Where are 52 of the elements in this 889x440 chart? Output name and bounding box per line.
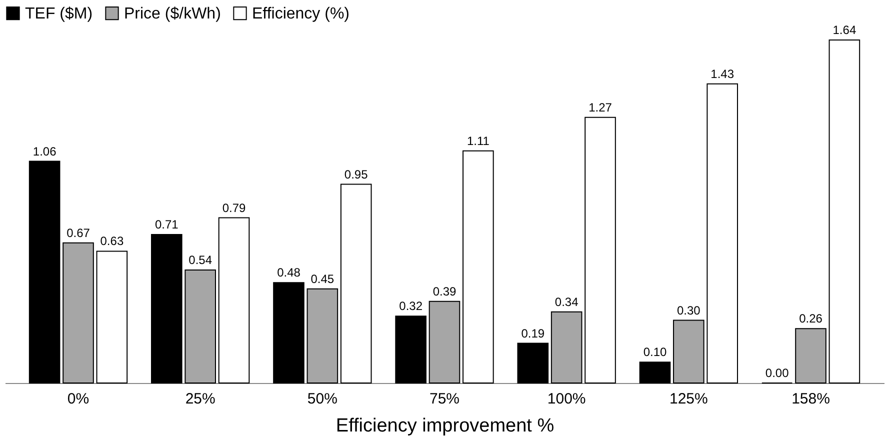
data-label: 0.48 bbox=[277, 266, 301, 280]
data-label: 1.27 bbox=[588, 100, 612, 114]
data-label: 0.19 bbox=[521, 326, 545, 340]
bar bbox=[218, 217, 250, 384]
bar bbox=[795, 328, 826, 384]
bar bbox=[517, 342, 549, 384]
data-label: 0.63 bbox=[100, 234, 124, 248]
x-tick-label: 158% bbox=[792, 390, 830, 408]
data-label: 1.64 bbox=[832, 23, 856, 37]
data-label: 0.34 bbox=[554, 294, 579, 309]
bar bbox=[462, 150, 494, 384]
x-tick-label: 100% bbox=[547, 390, 586, 408]
bar bbox=[584, 116, 616, 384]
x-tick-label: 75% bbox=[429, 390, 460, 408]
data-label: 0.00 bbox=[765, 366, 790, 380]
data-label: 1.43 bbox=[710, 66, 734, 81]
bar bbox=[28, 160, 60, 384]
bar bbox=[395, 316, 426, 384]
bar bbox=[96, 250, 128, 384]
bar bbox=[151, 234, 182, 384]
bar bbox=[828, 40, 860, 384]
bar bbox=[273, 282, 304, 384]
x-tick-label: 0% bbox=[67, 390, 90, 408]
bar bbox=[639, 362, 671, 384]
data-label: 0.10 bbox=[643, 345, 667, 360]
bar bbox=[340, 184, 372, 384]
data-label: 1.11 bbox=[466, 134, 490, 148]
data-label: 0.95 bbox=[344, 167, 368, 182]
x-tick-label: 50% bbox=[307, 390, 338, 408]
bar bbox=[62, 242, 94, 384]
data-label: 1.06 bbox=[32, 144, 57, 158]
data-label: 0.71 bbox=[154, 218, 179, 232]
bar bbox=[550, 311, 582, 384]
x-tick-label: 125% bbox=[669, 390, 708, 408]
bar bbox=[306, 288, 338, 384]
data-label: 0.79 bbox=[222, 200, 246, 215]
legend-label: Efficiency (%) bbox=[252, 5, 350, 22]
data-label: 0.30 bbox=[676, 303, 701, 318]
bar bbox=[184, 270, 216, 384]
bar bbox=[706, 83, 738, 384]
data-label: 0.67 bbox=[66, 226, 90, 240]
x-tick-label: 25% bbox=[185, 390, 216, 408]
legend-label: TEF ($M) bbox=[25, 5, 93, 22]
data-label: 0.39 bbox=[432, 284, 456, 298]
data-label: 0.54 bbox=[188, 253, 212, 268]
bar bbox=[673, 320, 704, 384]
bar bbox=[428, 300, 460, 384]
data-label: 0.32 bbox=[399, 299, 423, 314]
legend-label: Price ($/kWh) bbox=[124, 5, 221, 22]
x-axis-title: Efficiency improvement % bbox=[336, 416, 554, 436]
data-label: 0.45 bbox=[310, 272, 334, 286]
data-label: 0.26 bbox=[799, 312, 823, 326]
